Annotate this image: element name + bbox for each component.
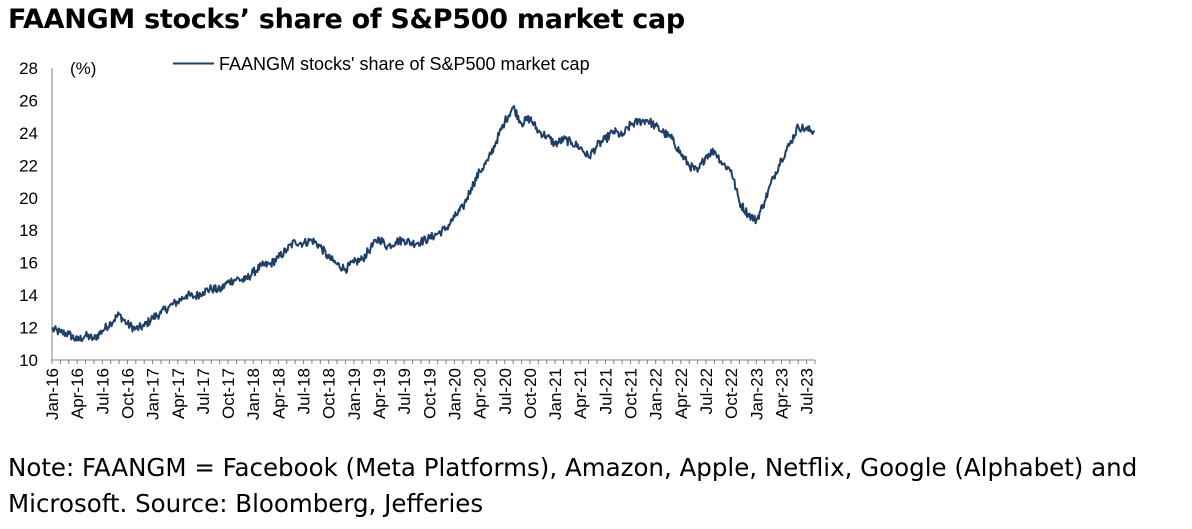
x-tick-label: Apr-19 xyxy=(370,368,389,419)
y-tick-label: 26 xyxy=(19,91,38,110)
note-line-2: Microsoft. Source: Bloomberg, Jefferies xyxy=(8,489,484,518)
y-tick-label: 20 xyxy=(19,189,38,208)
y-tick-label: 16 xyxy=(19,254,38,273)
x-tick-label: Jul-22 xyxy=(697,368,716,414)
y-axis-label: (%) xyxy=(70,59,96,78)
x-tick-label: Jul-21 xyxy=(596,368,615,414)
line-chart: 10 12 14 16 18 20 22 24 26 28 Jan-16 Apr-16 Jul-16 O… xyxy=(19,54,817,420)
x-tick-label: Jul-23 xyxy=(798,368,817,414)
x-tick-label: Jan-17 xyxy=(144,368,163,420)
x-tick-label: Apr-18 xyxy=(269,368,288,419)
x-tick-label: Jul-17 xyxy=(194,368,213,414)
x-tick-label: Jan-18 xyxy=(244,368,263,420)
y-tick-label: 10 xyxy=(19,351,38,370)
chart-title: FAANGM stocks’ share of S&P500 market ca… xyxy=(8,4,685,35)
x-tick-label: Jan-23 xyxy=(747,368,766,420)
legend: FAANGM stocks' share of S&P500 market ca… xyxy=(173,54,590,74)
x-tick-label: Oct-16 xyxy=(118,368,137,419)
y-tick-label: 12 xyxy=(19,319,38,338)
x-tick-label: Jan-22 xyxy=(647,368,666,420)
x-tick-label: Apr-17 xyxy=(169,368,188,419)
x-tick-label: Apr-23 xyxy=(772,368,791,419)
x-tick-label: Jul-20 xyxy=(496,368,515,414)
x-tick-label: Oct-21 xyxy=(622,368,641,419)
x-tick-label: Jan-16 xyxy=(43,368,62,420)
y-tick-label: 22 xyxy=(19,156,38,175)
x-tick-label: Jul-16 xyxy=(93,368,112,414)
x-tick-label: Jan-19 xyxy=(345,368,364,420)
y-tick-label: 24 xyxy=(19,124,38,143)
y-tick-label: 14 xyxy=(19,286,38,305)
y-axis: 10 12 14 16 18 20 22 24 26 28 xyxy=(19,59,53,370)
x-axis: Jan-16 Apr-16 Jul-16 Oct-16 Jan-17 Apr-17 Jul-… xyxy=(43,359,817,420)
x-tick-label: Oct-20 xyxy=(521,368,540,419)
x-tick-label: Jul-18 xyxy=(295,368,314,414)
x-tick-label: Jul-19 xyxy=(395,368,414,414)
x-tick-label: Oct-17 xyxy=(219,368,238,419)
y-tick-label: 28 xyxy=(19,59,38,78)
x-tick-label: Jan-21 xyxy=(546,368,565,420)
source-note: Note: FAANGM = Facebook (Meta Platforms)… xyxy=(8,450,1188,522)
legend-label: FAANGM stocks' share of S&P500 market ca… xyxy=(219,54,590,74)
x-tick-label: Oct-22 xyxy=(722,368,741,419)
x-tick-label: Oct-18 xyxy=(320,368,339,419)
x-tick-label: Apr-22 xyxy=(672,368,691,419)
x-tick-label: Apr-21 xyxy=(571,368,590,419)
x-tick-label: Jan-20 xyxy=(445,368,464,420)
x-tick-label: Apr-20 xyxy=(471,368,490,419)
series-line xyxy=(51,105,816,342)
x-tick-label: Oct-19 xyxy=(420,368,439,419)
y-tick-label: 18 xyxy=(19,221,38,240)
note-line-1: Note: FAANGM = Facebook (Meta Platforms)… xyxy=(8,453,1138,482)
x-tick-label: Apr-16 xyxy=(68,368,87,419)
